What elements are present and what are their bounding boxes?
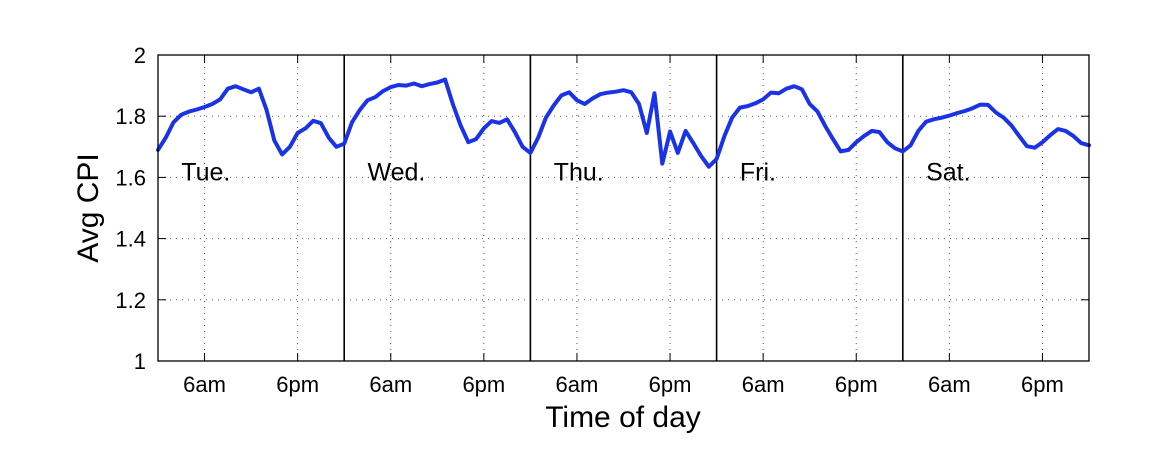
x-tick-label: 6am (928, 372, 971, 397)
y-axis-title: Avg CPI (72, 153, 105, 263)
y-tick-labels: 1 1.2 1.4 1.6 1.8 2 (115, 43, 146, 374)
x-tick-label: 6am (742, 372, 785, 397)
y-tick-label: 1.6 (115, 165, 146, 190)
tick-marks (158, 54, 1089, 362)
x-tick-label: 6am (183, 372, 226, 397)
x-tick-label: 6pm (462, 372, 505, 397)
day-label: Thu. (554, 158, 604, 186)
y-tick-label: 1 (134, 349, 146, 374)
x-tick-label: 6am (369, 372, 412, 397)
day-separators (343, 55, 904, 361)
y-tick-label: 1.4 (115, 227, 146, 252)
grid-lines (158, 55, 1089, 361)
x-tick-label: 6pm (835, 372, 878, 397)
x-tick-labels: 6am 6pm 6am 6pm 6am 6pm 6am 6pm 6am 6pm (183, 372, 1064, 397)
x-tick-label: 6pm (1021, 372, 1064, 397)
day-label: Wed. (367, 158, 425, 186)
cpi-series-line (156, 77, 1091, 169)
x-tick-label: 6pm (649, 372, 692, 397)
plot-frame (157, 54, 1090, 362)
x-tick-label: 6pm (276, 372, 319, 397)
y-tick-label: 1.2 (115, 288, 146, 313)
day-label: Tue. (181, 158, 230, 186)
day-label: Sat. (926, 158, 970, 186)
day-label: Fri. (740, 158, 776, 186)
series-layer (156, 77, 1091, 169)
day-labels: Tue. Wed. Thu. Fri. Sat. (181, 158, 970, 186)
y-tick-label: 2 (134, 43, 146, 68)
y-tick-label: 1.8 (115, 104, 146, 129)
x-tick-label: 6am (556, 372, 599, 397)
x-axis-title: Time of day (545, 401, 701, 434)
